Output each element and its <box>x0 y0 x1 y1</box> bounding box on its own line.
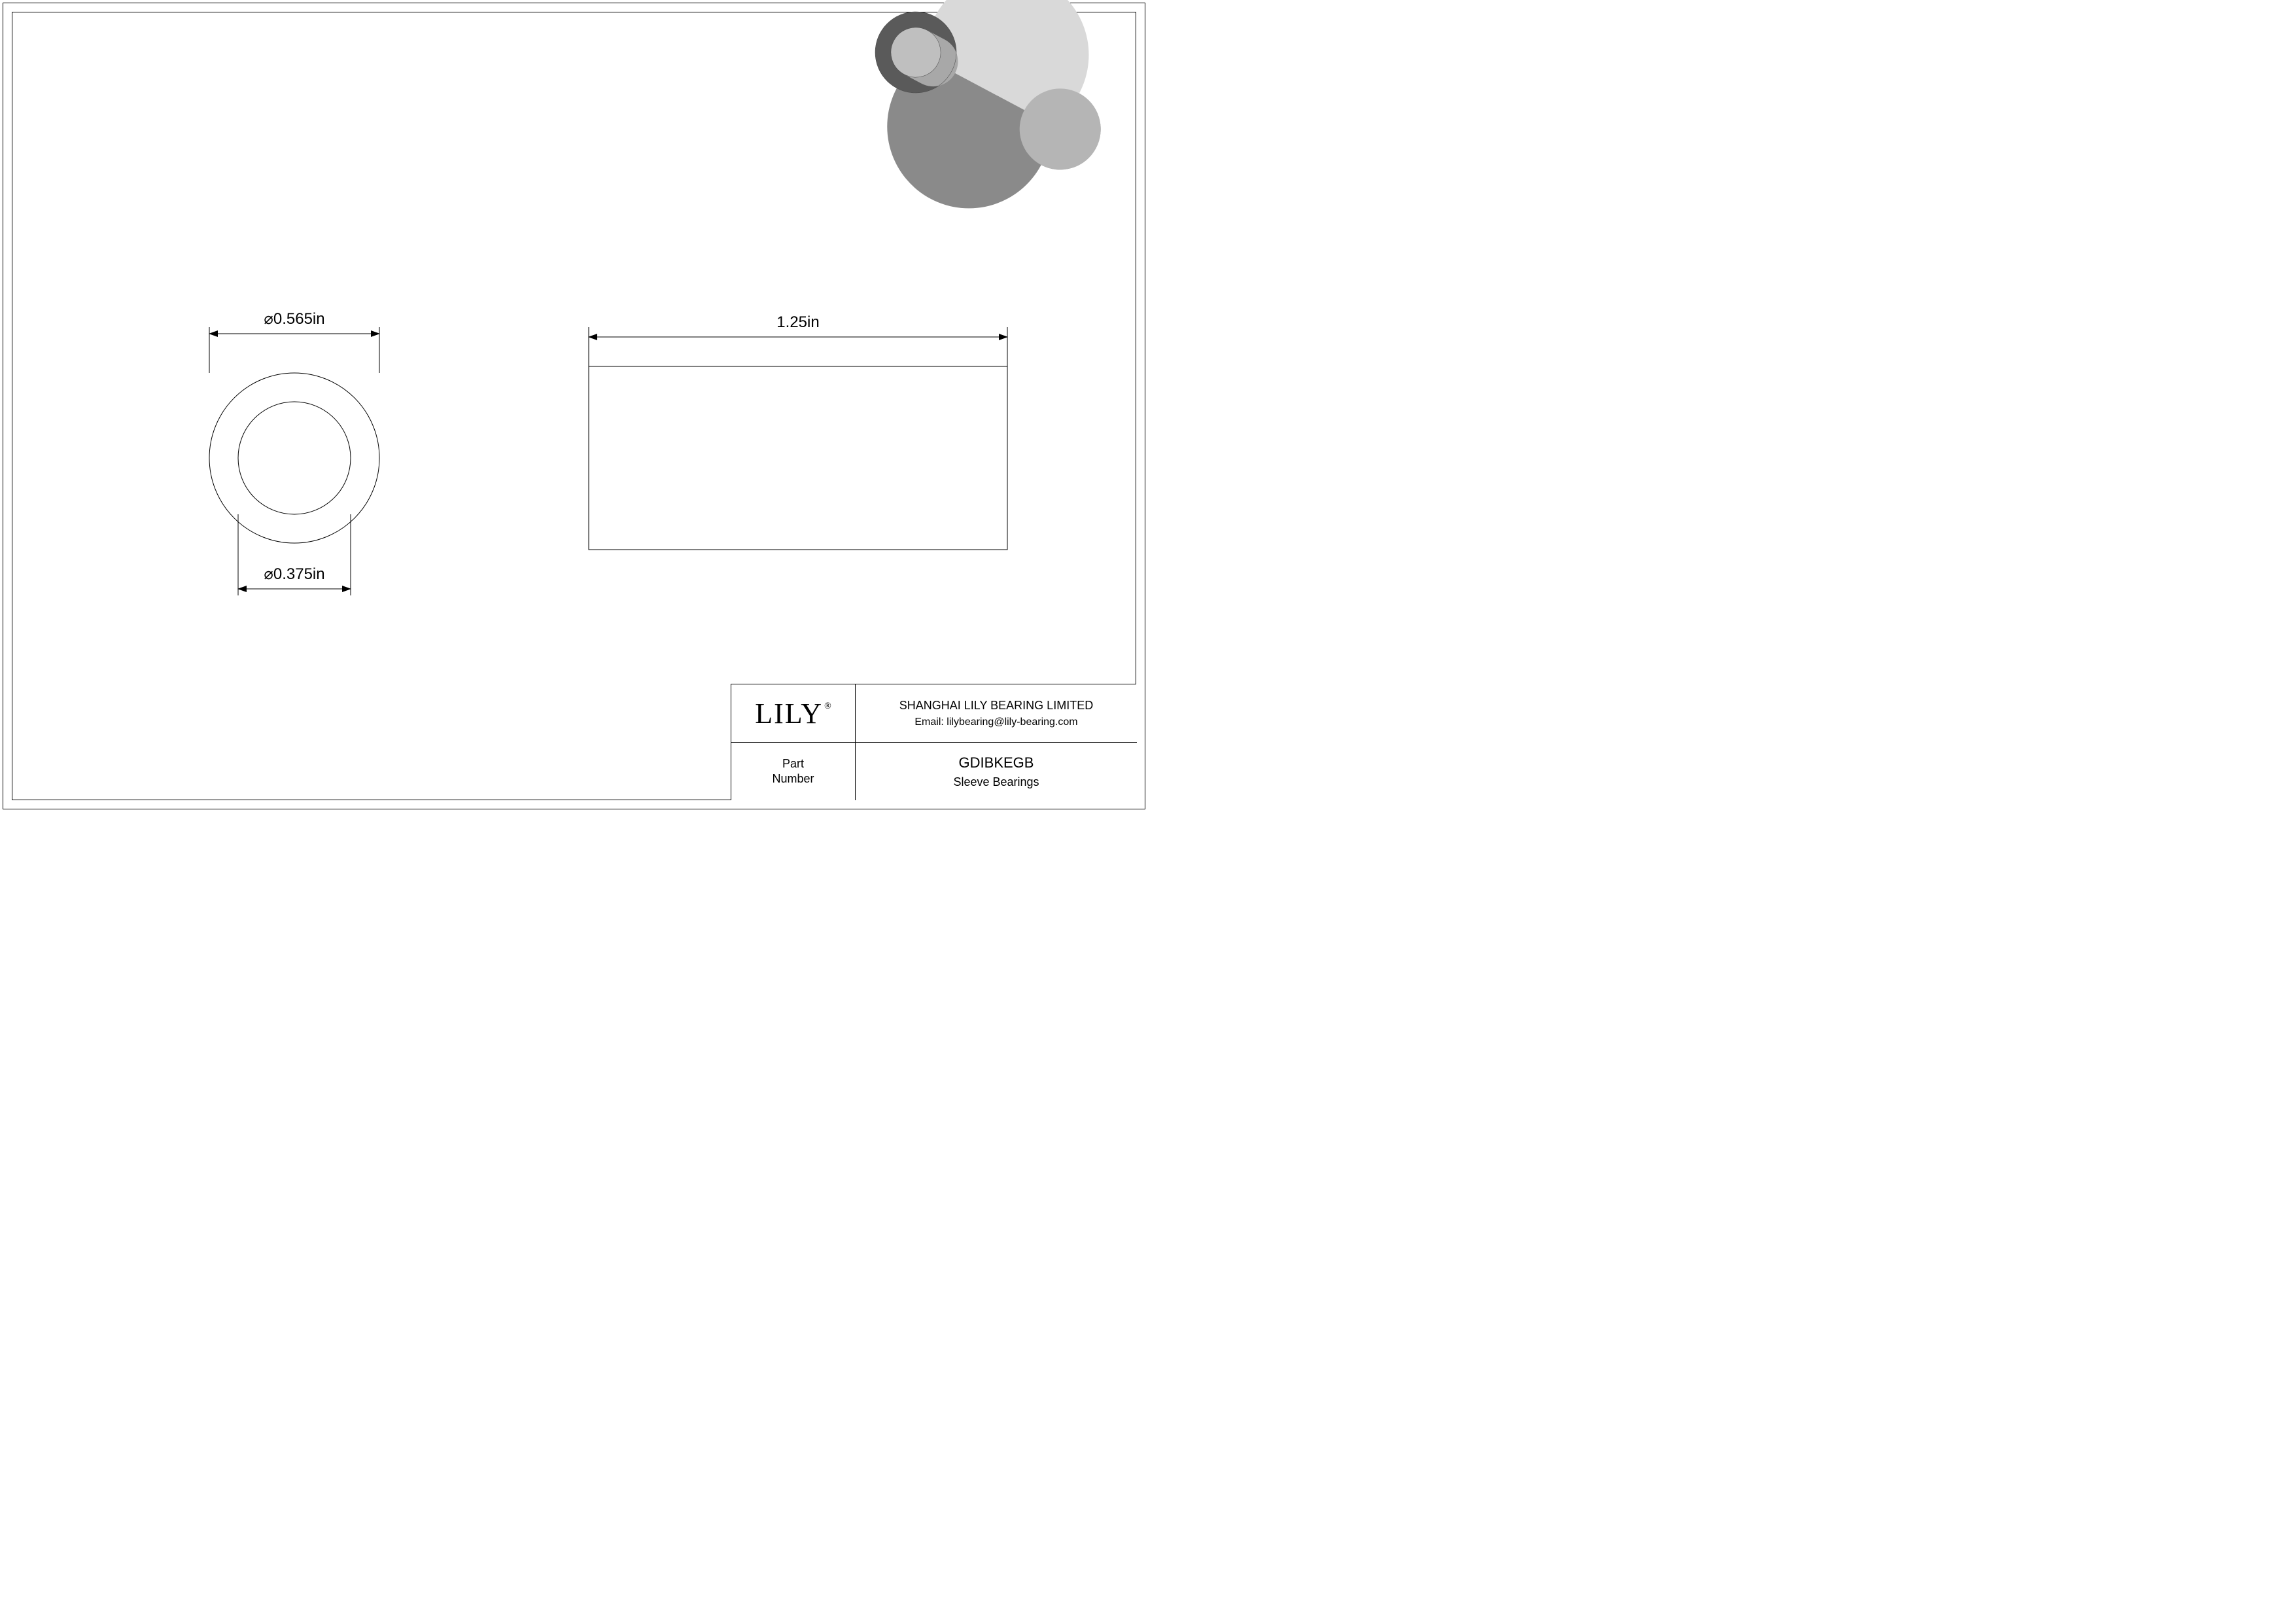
part-number-label-cell: Part Number <box>731 743 856 800</box>
registered-icon: ® <box>824 701 833 711</box>
outer-diameter-circle <box>209 373 379 543</box>
dimension-inner-diameter: ⌀0.375in <box>238 514 351 595</box>
part-label-line2: Number <box>772 772 814 785</box>
dim-outer-label: ⌀0.565in <box>264 310 324 328</box>
email-prefix: Email: <box>914 716 947 728</box>
logo-cell: LILY® <box>731 684 856 742</box>
company-email: Email: lilybearing@lily-bearing.com <box>914 716 1077 728</box>
company-name: SHANGHAI LILY BEARING LIMITED <box>899 699 1093 713</box>
drawing-sheet: ⌀0.565in ⌀0.375in 1.25in <box>0 0 1148 812</box>
isometric-view <box>822 0 1148 256</box>
dimension-outer-diameter: ⌀0.565in <box>209 310 379 373</box>
dim-length-label: 1.25in <box>776 313 819 331</box>
dim-inner-label: ⌀0.375in <box>264 565 324 583</box>
company-cell: SHANGHAI LILY BEARING LIMITED Email: lil… <box>856 684 1137 742</box>
logo-word: LILY <box>755 697 823 730</box>
part-number-label: Part Number <box>772 756 814 787</box>
part-number-cell: GDIBKEGB Sleeve Bearings <box>856 743 1137 800</box>
part-number-value: GDIBKEGB <box>959 754 1034 771</box>
part-label-line1: Part <box>782 757 804 770</box>
part-description: Sleeve Bearings <box>953 775 1039 789</box>
title-block: LILY® SHANGHAI LILY BEARING LIMITED Emai… <box>731 684 1136 800</box>
logo-text: LILY® <box>755 697 831 730</box>
side-view-rect <box>589 366 1007 550</box>
front-view <box>209 373 379 543</box>
side-view <box>589 366 1007 550</box>
dimension-length: 1.25in <box>589 313 1007 366</box>
inner-diameter-circle <box>238 402 351 514</box>
email-address: lilybearing@lily-bearing.com <box>947 716 1077 728</box>
